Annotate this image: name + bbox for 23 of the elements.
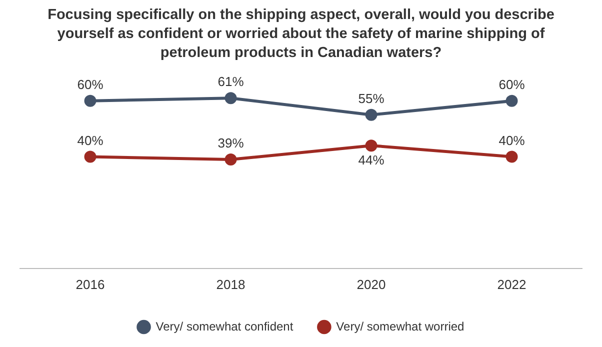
point bbox=[506, 150, 518, 163]
point bbox=[365, 108, 378, 121]
data-label: 44% bbox=[358, 152, 385, 168]
x-tick-label: 2018 bbox=[216, 276, 246, 292]
x-tick-label: 2016 bbox=[76, 276, 105, 292]
data-label: 61% bbox=[218, 74, 244, 90]
chart-title: Focusing specifically on the shipping aspect, overall, would you describe yourself as confident or worried about the safety of marine shipping of petroleum products in Canadian waters? bbox=[46, 6, 556, 63]
data-label: 60% bbox=[77, 76, 104, 92]
point bbox=[224, 92, 237, 104]
point bbox=[506, 94, 518, 107]
x-tick-label: 2022 bbox=[497, 276, 526, 292]
data-label: 55% bbox=[358, 90, 385, 106]
point bbox=[365, 140, 378, 152]
data-label: 40% bbox=[498, 132, 526, 148]
legend-label: Very/ somewhat confident bbox=[156, 319, 294, 334]
data-label: 60% bbox=[498, 76, 526, 92]
legend-label: Very/ somewhat worried bbox=[336, 319, 464, 334]
point bbox=[84, 94, 96, 107]
data-label: 40% bbox=[77, 132, 104, 148]
data-label: 39% bbox=[218, 136, 244, 151]
x-tick-label: 2020 bbox=[356, 276, 386, 292]
point bbox=[84, 150, 96, 163]
point bbox=[224, 154, 237, 166]
